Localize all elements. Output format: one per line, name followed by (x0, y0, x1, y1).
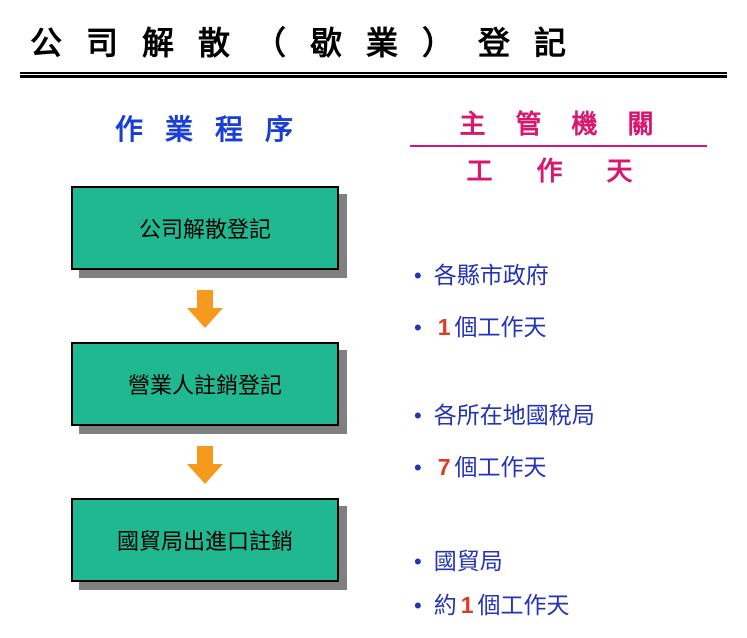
bullet-icon: • (414, 405, 422, 427)
page-title: 公司解散（歇業）登記 (0, 0, 747, 70)
bullet-icon: • (414, 457, 422, 479)
days-line: • 約 1 個工作天 (414, 586, 570, 620)
bullet-icon: • (414, 265, 422, 287)
flow-box: 營業人註銷登記 (71, 342, 339, 426)
authority-group-3: • 國貿局 • 約 1 個工作天 (400, 536, 570, 630)
authority-line: • 各縣市政府 (414, 256, 549, 290)
authority-header-line1: 主管機關 (400, 104, 727, 141)
days-number: 1 (438, 314, 451, 341)
days-number: 7 (438, 454, 451, 481)
flow-container: 公司解散登記 營業人註銷登記 國貿局出進口註銷 (20, 168, 390, 582)
flow-box-label: 國貿局出進口註銷 (117, 524, 293, 556)
content-columns: 作業程序 公司解散登記 營業人註銷登記 (0, 78, 747, 582)
arrow-head (187, 464, 223, 484)
arrow-down-icon (187, 446, 223, 484)
arrow-stem (197, 446, 213, 464)
flow-box: 國貿局出進口註銷 (71, 498, 339, 582)
bullet-icon: • (414, 551, 422, 573)
flow-box-label: 營業人註銷登記 (128, 368, 282, 400)
days-suffix: 個工作天 (455, 448, 547, 482)
arrow-down-icon (187, 290, 223, 328)
flow-step-3: 國貿局出進口註銷 (71, 498, 339, 582)
days-line: • 1 個工作天 (414, 308, 549, 342)
title-divider (20, 72, 727, 78)
arrow-head (187, 308, 223, 328)
flow-step-2: 營業人註銷登記 (71, 342, 339, 426)
authority-text: 各縣市政府 (434, 256, 549, 290)
procedure-heading: 作業程序 (20, 98, 390, 168)
authority-column: 主管機關 工作天 • 各縣市政府 • 1 個工作天 • (390, 98, 727, 582)
authority-group-2: • 各所在地國稅局 • 7 個工作天 (400, 386, 595, 500)
bullet-icon: • (414, 317, 422, 339)
bullet-icon: • (414, 595, 422, 617)
authority-text: 各所在地國稅局 (434, 396, 595, 430)
days-prefix: 約 (434, 586, 457, 620)
procedure-column: 作業程序 公司解散登記 營業人註銷登記 (20, 98, 390, 582)
authority-header: 主管機關 工作天 (400, 98, 727, 188)
arrow-stem (197, 290, 213, 308)
authority-header-line2: 工作天 (400, 151, 727, 188)
flow-box-label: 公司解散登記 (139, 212, 271, 244)
days-suffix: 個工作天 (478, 586, 570, 620)
authority-line: • 國貿局 (414, 542, 570, 576)
flow-step-1: 公司解散登記 (71, 186, 339, 270)
authority-header-divider (410, 145, 707, 147)
days-number: 1 (461, 592, 474, 619)
authority-line: • 各所在地國稅局 (414, 396, 595, 430)
days-line: • 7 個工作天 (414, 448, 595, 482)
authority-group-1: • 各縣市政府 • 1 個工作天 (400, 246, 549, 360)
days-suffix: 個工作天 (455, 308, 547, 342)
authority-text: 國貿局 (434, 542, 503, 576)
flow-box: 公司解散登記 (71, 186, 339, 270)
